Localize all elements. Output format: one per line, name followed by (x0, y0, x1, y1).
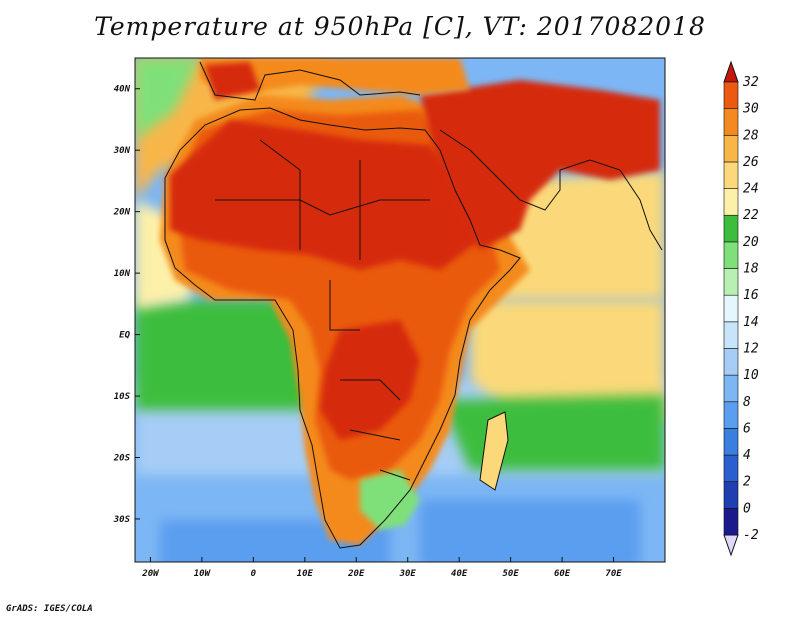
colorbar-segment (723, 134, 739, 163)
colorbar-label: 28 (743, 128, 759, 143)
deep-blue-ocean-patch-east (420, 500, 640, 562)
iberia-hot-zone (205, 62, 260, 100)
lon-tick-label: 20W (141, 569, 160, 579)
lat-tick-label: 20S (113, 454, 131, 464)
lat-tick-label: 10N (114, 269, 131, 279)
map-title: Temperature at 950hPa [C], VT: 201708201… (94, 12, 706, 41)
colorbar-label: 12 (743, 341, 759, 356)
colorbar-segment (723, 188, 739, 216)
lat-tick-label: 30N (113, 146, 131, 156)
lat-tick-label: 40N (114, 85, 131, 95)
lon-tick-label: 0 (251, 569, 257, 579)
colorbar-label: 20 (743, 235, 759, 250)
lon-tick-label: 40E (451, 569, 468, 579)
colorbar-bottom-arrow (723, 534, 739, 557)
colorbar-label: 6 (743, 421, 751, 436)
lon-tick-label: 10E (297, 569, 314, 579)
map-frame (134, 57, 666, 563)
colorbar-segment (723, 321, 739, 349)
sahara-hot-zone (170, 120, 480, 270)
lon-tick-label: 20E (347, 569, 365, 579)
coastline-boundaries (164, 61, 663, 549)
colorbar-label: 0 (743, 501, 751, 516)
indian-ocean-green-band (440, 395, 665, 470)
colorbar-label: -2 (743, 528, 759, 543)
lon-tick-label: 30E (399, 569, 417, 579)
colorbar-label: 26 (743, 155, 759, 170)
grads-credit: GrADS: IGES/COLA (6, 604, 93, 614)
colorbar-segment (723, 348, 739, 376)
lat-tick-label: 20N (113, 208, 131, 218)
longitude-axis: 20W 10W 0 10E 20E 30E 40E 50E 60E 70E (141, 557, 622, 579)
lat-tick-label: EQ (119, 331, 130, 341)
colorbar-label: 10 (743, 368, 759, 383)
map-field (135, 58, 665, 562)
colorbar-label: 18 (743, 262, 759, 277)
colorbar-segment (723, 268, 739, 296)
colorbar-top-arrow (723, 60, 739, 83)
colorbar-segment (723, 214, 739, 243)
colorbar-segment (723, 454, 739, 483)
lon-tick-label: 60E (554, 569, 571, 579)
colorbar-segment (723, 428, 739, 456)
arabia-hot-zone (420, 80, 660, 250)
colorbar-label: 14 (743, 315, 759, 330)
mediterranean-warm-zone (200, 58, 470, 95)
colorbar-segment (723, 294, 739, 323)
lon-tick-label: 50E (502, 569, 519, 579)
colorbar-label: 30 (742, 102, 759, 117)
colorbar-segment (723, 108, 739, 136)
colorbar-segment (723, 374, 739, 403)
colorbar-label: 24 (743, 182, 759, 197)
colorbar-label: 8 (743, 395, 751, 410)
north-atlantic-green (135, 58, 200, 140)
madagascar-landmass (480, 412, 508, 490)
colorbar-segment (723, 81, 739, 109)
colorbar-label: 2 (743, 475, 751, 490)
lon-tick-label: 10W (194, 569, 212, 579)
south-africa-cool-zone (360, 470, 420, 530)
colorbar-label: 4 (743, 448, 751, 463)
colorbar-label: 22 (743, 208, 759, 223)
colorbar-segment (723, 481, 739, 509)
colorbar-label: 32 (742, 75, 759, 90)
colorbar-segment (723, 161, 739, 189)
colorbar-segment (723, 401, 739, 429)
colorbar-label: 16 (743, 288, 759, 303)
latitude-axis: 40N 30N 20N 10N EQ 10S 20S 30S (113, 85, 140, 525)
colorbar-segment (723, 508, 739, 536)
colorbar-segment (723, 241, 739, 269)
lon-tick-label: 70E (605, 569, 622, 579)
indian-ocean-field (470, 300, 665, 420)
lat-tick-label: 30S (113, 515, 131, 525)
lat-tick-label: 10S (114, 392, 131, 402)
